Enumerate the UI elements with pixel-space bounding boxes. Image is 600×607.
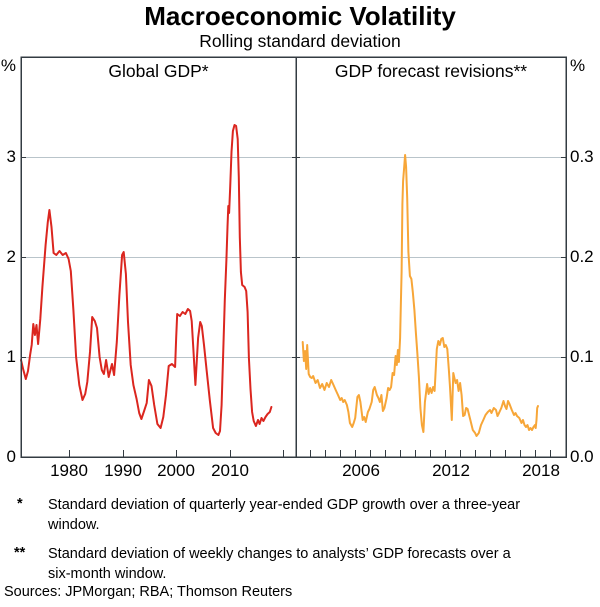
x-tick-label: 2018 — [522, 461, 560, 480]
y-tick-label: 2 — [6, 247, 16, 266]
panel-title-gdp-forecast-revisions: GDP forecast revisions** — [334, 61, 528, 81]
footnote-text-2: Standard deviation of weekly changes to … — [48, 546, 511, 582]
y-tick-label: 0.3 — [570, 147, 594, 166]
y-tick-label: 3 — [6, 147, 16, 166]
x-tick-label: 2000 — [157, 461, 195, 480]
panel-title-global-gdp: Global GDP* — [108, 61, 209, 81]
forecast-revisions-line — [301, 154, 539, 437]
y-axis-unit-right: % — [570, 56, 586, 75]
y-axis-unit-left: % — [0, 56, 16, 75]
global-gdp-line — [20, 124, 273, 436]
y-tick-label: 0.2 — [570, 247, 594, 266]
y-tick-label: 0.1 — [570, 347, 594, 366]
x-tick-label: 1980 — [50, 461, 88, 480]
x-tick-label: 2006 — [342, 461, 380, 480]
sources-line: Sources: JPMorgan; RBA; Thomson Reuters — [4, 584, 293, 600]
y-tick-label: 0.0 — [570, 447, 594, 466]
x-tick-label: 2010 — [211, 461, 249, 480]
y-tick-label: 0 — [6, 447, 16, 466]
x-tick-label: 1990 — [104, 461, 142, 480]
footnote-marker-1: * — [17, 496, 23, 512]
chart-subtitle: Rolling standard deviation — [199, 31, 401, 51]
footnote-text-1: Standard deviation of quarterly year-end… — [48, 497, 521, 533]
x-tick-label: 2012 — [432, 461, 470, 480]
footnote-marker-2: ** — [14, 545, 26, 561]
y-tick-label: 1 — [6, 347, 16, 366]
chart-title: Macroeconomic Volatility — [144, 1, 456, 31]
